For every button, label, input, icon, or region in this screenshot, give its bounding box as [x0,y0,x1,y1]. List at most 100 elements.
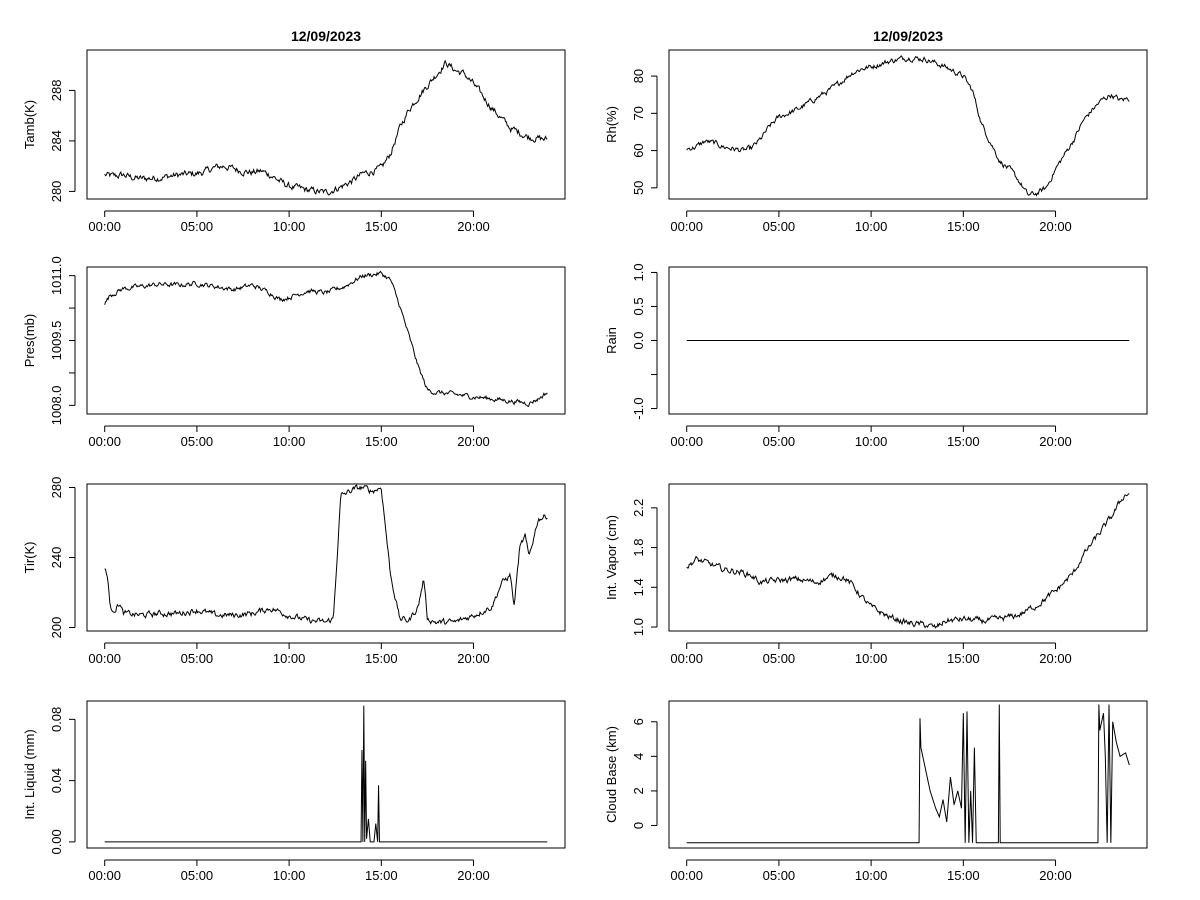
panel-vapor: 00:00 05:00 10:00 15:00 20:00 1.0 1.4 1.8 2.2 Int… [604,483,1148,666]
x-tick-label: 15:00 [947,651,980,666]
y-tick-label: 4 [631,753,646,760]
series-line-tir [104,484,548,625]
y-tick-label: 1.0 [631,263,646,281]
y-tick-label: 280 [49,477,64,499]
x-tick-label: 00:00 [88,868,121,883]
plot-frame [86,700,566,849]
x-tick-label: 20:00 [1039,868,1072,883]
x-tick-label: 10:00 [855,219,888,234]
chart-title: 12/09/2023 [873,28,943,44]
x-tick-label: 15:00 [365,651,398,666]
y-tick-label: 50 [631,181,646,195]
x-tick-label: 05:00 [181,219,214,234]
x-tick-label: 05:00 [181,434,214,449]
y-axis-label: Int. Vapor (cm) [604,515,619,600]
y-tick-label: 0 [631,822,646,829]
y-tick-label: 0.0 [631,331,646,349]
panel-tamb: 12/09/2023 00:00 05:00 10:00 15:00 20:00 280 28… [22,28,566,234]
plot-frame [86,49,566,200]
x-tick-label: 00:00 [88,219,121,234]
y-tick-label: 80 [631,69,646,83]
series-line-vapor [686,493,1130,629]
y-tick-label: 1.4 [631,578,646,596]
x-tick-label: 00:00 [88,651,121,666]
y-tick-label: 60 [631,143,646,157]
x-tick-label: 20:00 [457,434,490,449]
x-tick-label: 05:00 [181,868,214,883]
chart-title: 12/09/2023 [291,28,361,44]
panel-liquid: 00:00 05:00 10:00 15:00 20:00 0.00 0.04 0.08 Int… [22,700,566,883]
x-tick-label: 00:00 [670,219,703,234]
x-tick-label: 10:00 [273,651,306,666]
series-line-tamb [104,59,548,196]
x-tick-label: 10:00 [855,868,888,883]
x-tick-label: 10:00 [273,219,306,234]
y-tick-label: 2.2 [631,499,646,517]
x-tick-label: 05:00 [763,219,796,234]
x-tick-label: 00:00 [670,868,703,883]
x-tick-label: 20:00 [1039,434,1072,449]
plot-frame [668,266,1148,415]
series-line-liquid [104,705,548,843]
x-tick-label: 10:00 [855,651,888,666]
x-tick-label: 05:00 [181,651,214,666]
y-tick-label: 280 [49,181,64,203]
x-tick-label: 05:00 [763,868,796,883]
x-tick-label: 05:00 [763,651,796,666]
y-axis-label: Rain [604,327,619,354]
panel-rh: 12/09/2023 00:00 05:00 10:00 15:00 20:00 50 60 7… [604,28,1148,234]
y-tick-label: 2 [631,787,646,794]
y-axis-label: Tamb(K) [22,100,37,149]
y-tick-label: 1009.5 [49,321,64,361]
y-tick-label: 200 [49,617,64,639]
y-tick-label: 1011.0 [49,256,64,295]
x-tick-label: 00:00 [88,434,121,449]
x-tick-label: 20:00 [457,651,490,666]
plot-frame [668,700,1148,849]
series-line-rh [686,55,1130,197]
y-tick-label: 70 [631,106,646,120]
y-axis-label: Tir(K) [22,541,37,573]
y-axis-label: Cloud Base (km) [604,726,619,823]
plot-frame [668,49,1148,200]
y-tick-label: 6 [631,718,646,725]
x-tick-label: 00:00 [670,434,703,449]
x-tick-label: 00:00 [670,651,703,666]
panel-cloud: 00:00 05:00 10:00 15:00 20:00 0 2 4 6 Cloud Base … [604,700,1148,883]
y-axis-label: Pres(mb) [22,314,37,367]
x-tick-label: 05:00 [763,434,796,449]
y-tick-label: 1008.0 [49,385,64,425]
y-tick-label: 284 [49,130,64,152]
series-line-pres [104,270,548,408]
panel-pres: 00:00 05:00 10:00 15:00 20:00 1008.0 1009.5 101… [22,256,566,449]
x-tick-label: 20:00 [1039,651,1072,666]
plot-frame [86,483,566,632]
y-axis-label: Rh(%) [604,106,619,143]
y-tick-label: 0.00 [49,829,64,854]
x-tick-label: 10:00 [855,434,888,449]
x-tick-label: 20:00 [457,219,490,234]
x-tick-label: 20:00 [457,868,490,883]
x-tick-label: 15:00 [947,868,980,883]
panel-tir: 00:00 05:00 10:00 15:00 20:00 200 240 280 Tir(K) [22,477,566,666]
y-tick-label: -1.0 [631,397,646,419]
y-tick-label: 0.04 [49,768,64,793]
y-tick-label: 240 [49,547,64,569]
x-tick-label: 15:00 [365,868,398,883]
panel-rain: 00:00 05:00 10:00 15:00 20:00 -1.0 0.0 0.5 1.0 Ra… [604,263,1148,449]
x-tick-label: 20:00 [1039,219,1072,234]
x-tick-label: 15:00 [947,434,980,449]
series-line-cloud [686,704,1130,844]
x-tick-label: 15:00 [365,434,398,449]
x-tick-label: 10:00 [273,868,306,883]
y-tick-label: 288 [49,80,64,102]
y-tick-label: 0.08 [49,707,64,732]
y-axis-label: Int. Liquid (mm) [22,729,37,819]
y-tick-label: 1.8 [631,539,646,557]
x-tick-label: 10:00 [273,434,306,449]
plot-frame [86,266,566,415]
x-tick-label: 15:00 [947,219,980,234]
x-tick-label: 15:00 [365,219,398,234]
y-tick-label: 1.0 [631,618,646,636]
